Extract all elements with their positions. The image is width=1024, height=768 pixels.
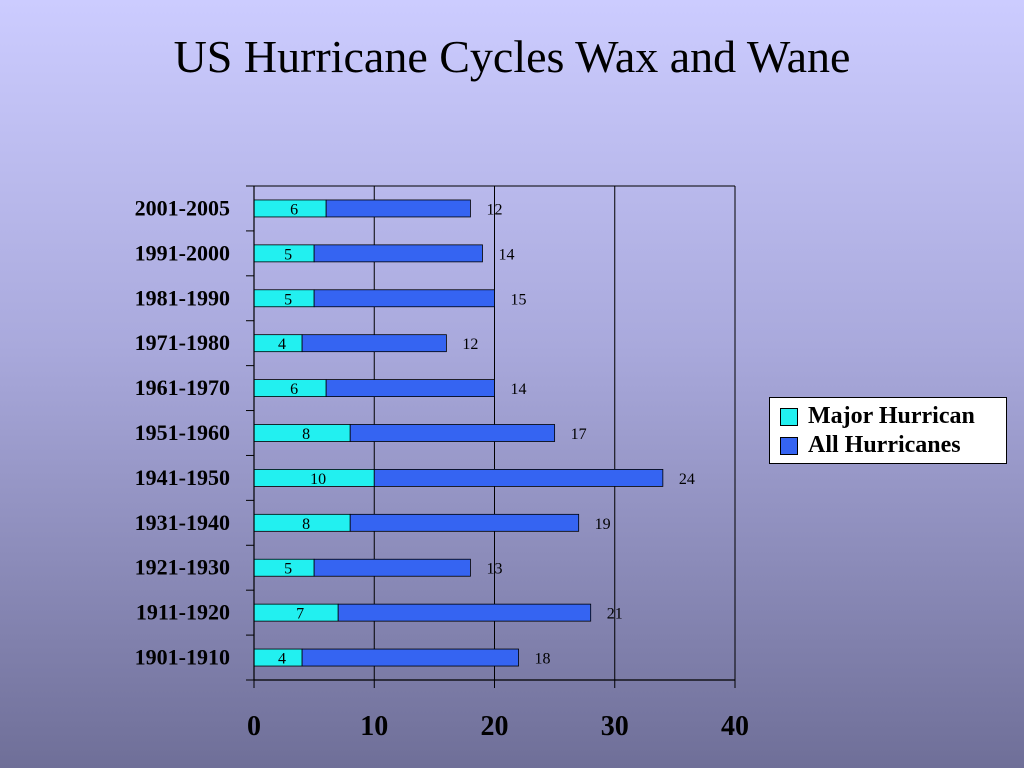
legend-item-major: Major Hurrican [780, 402, 1006, 431]
category-label-1931-1940: 1931-1940 [135, 510, 230, 535]
category-label-1901-1910: 1901-1910 [135, 645, 230, 670]
data-label-all-2001-2005: 12 [486, 201, 502, 218]
category-label-1941-1950: 1941-1950 [135, 465, 230, 490]
data-label-all-1971-1980: 12 [462, 336, 478, 353]
data-label-all-1991-2000: 14 [498, 246, 514, 263]
x-tick-label-30: 30 [601, 711, 629, 742]
data-label-all-1961-1970: 14 [511, 381, 527, 398]
x-tick-label-0: 0 [247, 711, 261, 742]
data-label-all-1941-1950: 24 [679, 471, 695, 488]
data-label-major-1901-1910: 4 [278, 651, 286, 668]
data-label-all-1911-1920: 21 [607, 606, 623, 623]
bars [253, 199, 664, 667]
data-label-major-1921-1930: 5 [284, 561, 292, 578]
data-label-major-1971-1980: 4 [278, 336, 286, 353]
x-tick-label-20: 20 [481, 711, 509, 742]
data-label-all-1901-1910: 18 [535, 651, 551, 668]
bar-all-1991-2000 [313, 244, 483, 263]
axes [246, 185, 736, 688]
slide-title: US Hurricane Cycles Wax and Wane [173, 31, 851, 82]
category-label-1971-1980: 1971-1980 [135, 330, 230, 355]
data-label-major-1911-1920: 7 [296, 606, 304, 623]
data-label-major-2001-2005: 6 [290, 201, 298, 218]
bar-all-1951-1960 [349, 424, 556, 442]
x-tick-label-10: 10 [360, 711, 388, 742]
bar-all-1911-1920 [337, 603, 592, 622]
bar-all-1921-1930 [313, 558, 471, 577]
data-label-major-1931-1940: 8 [302, 516, 310, 533]
data-label-all-1951-1960: 17 [571, 426, 587, 443]
category-label-1981-1990: 1981-1990 [135, 285, 230, 310]
legend-label-all: All Hurricanes [808, 432, 961, 458]
category-label-1911-1920: 1911-1920 [136, 600, 230, 625]
data-label-major-1941-1950: 10 [310, 471, 326, 488]
category-label-1961-1970: 1961-1970 [135, 375, 230, 400]
legend-item-all: All Hurricanes [780, 431, 1006, 460]
category-label-1951-1960: 1951-1960 [135, 420, 230, 445]
category-label-2001-2005: 2001-2005 [135, 195, 230, 220]
data-label-all-1921-1930: 13 [486, 561, 502, 578]
bar-all-1981-1990 [313, 289, 495, 308]
bar-all-2001-2005 [325, 199, 471, 218]
chart-legend: Major Hurrican All Hurricanes [769, 397, 1007, 464]
data-label-all-1981-1990: 15 [511, 291, 527, 308]
data-label-major-1981-1990: 5 [284, 291, 292, 308]
data-label-major-1961-1970: 6 [290, 381, 298, 398]
bar-all-1941-1950 [373, 469, 664, 487]
x-tick-label-40: 40 [721, 711, 749, 742]
legend-swatch-all [780, 436, 798, 455]
data-label-major-1951-1960: 8 [302, 426, 310, 443]
data-label-major-1991-2000: 5 [284, 246, 292, 263]
legend-swatch-major [780, 407, 798, 426]
data-label-all-1931-1940: 19 [595, 516, 611, 533]
legend-label-major: Major Hurrican [808, 403, 975, 429]
bar-all-1931-1940 [349, 513, 580, 532]
bar-all-1961-1970 [325, 379, 495, 397]
category-label-1921-1930: 1921-1930 [135, 555, 230, 580]
bar-all-1971-1980 [301, 334, 447, 353]
category-label-1991-2000: 1991-2000 [135, 240, 230, 265]
bar-all-1901-1910 [301, 648, 519, 667]
